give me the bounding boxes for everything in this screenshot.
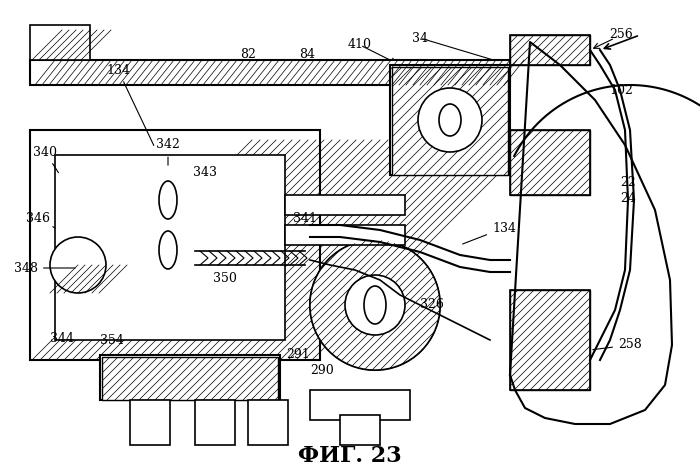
Bar — [130, 400, 170, 445]
Bar — [310, 390, 410, 420]
Text: 341: 341 — [293, 211, 317, 225]
Bar — [510, 35, 590, 65]
Text: 344: 344 — [50, 331, 74, 345]
Text: 134: 134 — [463, 221, 516, 244]
Bar — [195, 400, 235, 445]
Text: 354: 354 — [100, 334, 124, 347]
Bar — [285, 195, 405, 215]
Ellipse shape — [364, 286, 386, 324]
Text: 256: 256 — [609, 29, 633, 41]
Text: 82: 82 — [240, 49, 256, 61]
Bar — [510, 290, 590, 390]
Bar — [510, 130, 590, 195]
Bar — [390, 65, 510, 175]
Text: 24: 24 — [620, 191, 636, 205]
Bar — [30, 25, 90, 60]
Polygon shape — [392, 67, 508, 175]
Text: 340: 340 — [33, 146, 59, 173]
Polygon shape — [510, 35, 590, 65]
Bar — [30, 130, 320, 360]
Circle shape — [310, 240, 440, 370]
Ellipse shape — [159, 231, 177, 269]
Circle shape — [50, 237, 106, 293]
Text: 22: 22 — [620, 176, 636, 188]
Text: 410: 410 — [348, 39, 372, 51]
Text: 350: 350 — [213, 271, 237, 285]
Bar — [55, 155, 285, 340]
Polygon shape — [102, 357, 278, 400]
Ellipse shape — [439, 104, 461, 136]
Text: 290: 290 — [310, 364, 334, 377]
Bar — [30, 60, 510, 85]
Text: 342: 342 — [156, 139, 180, 165]
Circle shape — [345, 275, 405, 335]
Ellipse shape — [159, 181, 177, 219]
Text: 84: 84 — [299, 49, 315, 61]
Text: 34: 34 — [412, 31, 428, 44]
Bar — [285, 225, 405, 245]
Text: 258: 258 — [593, 338, 642, 351]
Text: 291: 291 — [286, 348, 310, 361]
Polygon shape — [510, 130, 590, 195]
Bar — [340, 415, 380, 445]
Bar — [100, 355, 280, 400]
Text: 343: 343 — [193, 167, 217, 179]
Bar — [248, 400, 288, 445]
Text: 102: 102 — [609, 83, 633, 97]
Polygon shape — [510, 290, 590, 390]
Text: 134: 134 — [106, 63, 154, 146]
Polygon shape — [310, 240, 440, 370]
Text: 346: 346 — [26, 211, 55, 228]
Text: ФИГ. 23: ФИГ. 23 — [298, 445, 402, 467]
Circle shape — [418, 88, 482, 152]
Text: 326: 326 — [420, 298, 444, 311]
Text: 348: 348 — [14, 261, 75, 275]
